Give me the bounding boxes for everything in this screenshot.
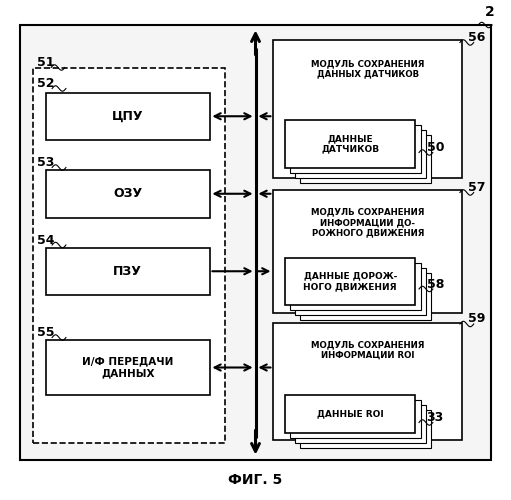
Bar	[300, 272, 431, 320]
Bar	[273, 322, 462, 440]
Bar	[295, 405, 426, 442]
Bar	[273, 190, 462, 312]
Bar	[46, 248, 210, 295]
Text: ЦПУ: ЦПУ	[112, 110, 144, 122]
Bar	[285, 395, 415, 432]
Bar	[46, 340, 210, 395]
Bar	[290, 262, 421, 310]
Text: 52: 52	[37, 77, 54, 90]
Text: 58: 58	[427, 278, 444, 290]
Text: 53: 53	[37, 156, 54, 169]
Text: 56: 56	[468, 31, 485, 44]
Bar	[300, 135, 431, 182]
Text: ДАННЫЕ
ДАТЧИКОВ: ДАННЫЕ ДАТЧИКОВ	[321, 134, 379, 154]
Text: 50: 50	[427, 141, 444, 154]
Bar	[46, 92, 210, 140]
Text: ФИГ. 5: ФИГ. 5	[228, 474, 283, 488]
Bar	[46, 170, 210, 218]
Text: 33: 33	[427, 411, 444, 424]
Text: ДАННЫЕ ROI: ДАННЫЕ ROI	[317, 409, 384, 418]
Bar	[285, 258, 415, 305]
Bar	[285, 120, 415, 168]
Bar	[295, 268, 426, 315]
Text: МОДУЛЬ СОХРАНЕНИЯ
ДАННЫХ ДАТЧИКОВ: МОДУЛЬ СОХРАНЕНИЯ ДАННЫХ ДАТЧИКОВ	[311, 59, 425, 78]
Text: ДАННЫЕ ДОРОЖ-
НОГО ДВИЖЕНИЯ: ДАННЫЕ ДОРОЖ- НОГО ДВИЖЕНИЯ	[304, 272, 397, 291]
Text: 55: 55	[37, 326, 54, 339]
Bar	[295, 130, 426, 178]
Text: ПЗУ: ПЗУ	[113, 265, 142, 278]
Bar	[20, 25, 491, 460]
Bar	[300, 410, 431, 448]
Text: МОДУЛЬ СОХРАНЕНИЯ
ИНФОРМАЦИИ ROI: МОДУЛЬ СОХРАНЕНИЯ ИНФОРМАЦИИ ROI	[311, 340, 425, 359]
Text: 54: 54	[37, 234, 54, 246]
Text: ОЗУ: ОЗУ	[113, 188, 142, 200]
Bar	[33, 68, 225, 442]
Text: И/Ф ПЕРЕДАЧИ
ДАННЫХ: И/Ф ПЕРЕДАЧИ ДАННЫХ	[82, 356, 173, 378]
Text: 51: 51	[37, 56, 54, 69]
Bar	[290, 400, 421, 438]
Text: 57: 57	[468, 181, 485, 194]
Bar	[290, 125, 421, 172]
Text: 2: 2	[484, 6, 495, 20]
Text: МОДУЛЬ СОХРАНЕНИЯ
ИНФОРМАЦИИ ДО-
РОЖНОГО ДВИЖЕНИЯ: МОДУЛЬ СОХРАНЕНИЯ ИНФОРМАЦИИ ДО- РОЖНОГО…	[311, 208, 425, 238]
Bar	[273, 40, 462, 177]
Text: 59: 59	[468, 312, 485, 326]
